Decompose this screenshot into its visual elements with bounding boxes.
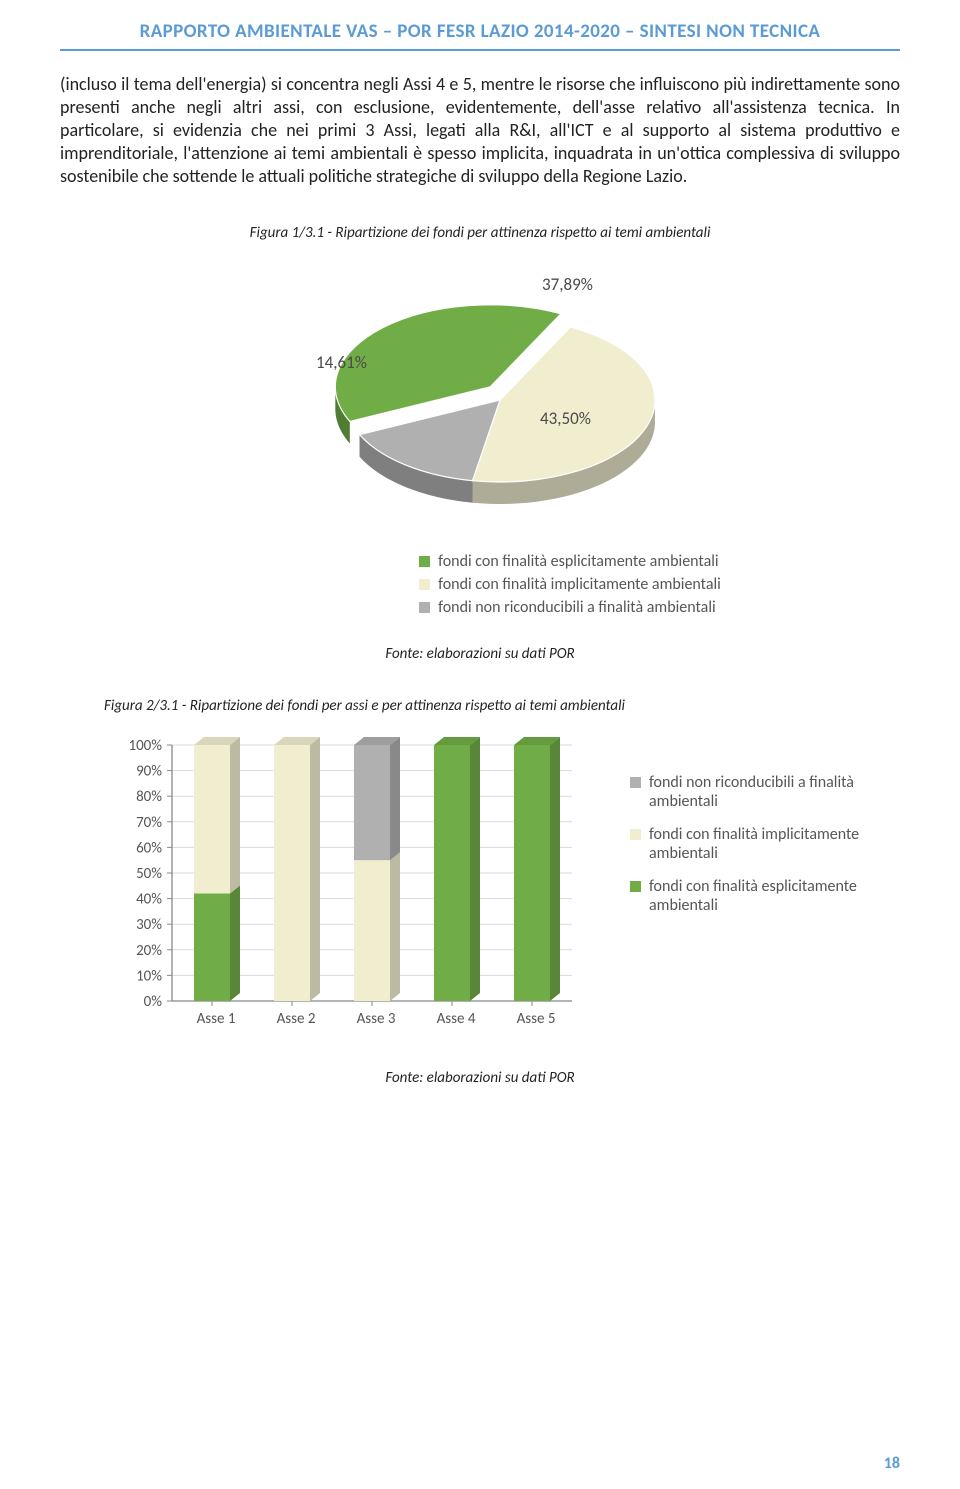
bar-svg: 0% 10% 20% 30% 40% 50% 60% 70% 80% 90% 100% Asse 1 A… [110, 733, 610, 1043]
bar-segment [274, 745, 310, 1001]
legend-item: fondi non riconducibili a finalità ambie… [630, 773, 860, 811]
legend-label: fondi con finalità esplicitamente ambien… [649, 877, 860, 915]
y-tick-label: 30% [136, 916, 162, 934]
bar-segment [434, 745, 470, 1001]
x-tick-label: Asse 3 [357, 1010, 396, 1028]
figure1-legend: fondi con finalità esplicitamente ambien… [239, 548, 721, 621]
bar-segment [194, 745, 230, 893]
y-tick-label: 80% [136, 788, 162, 806]
legend-swatch [419, 556, 430, 567]
figure2-caption: Figura 2/3.1 - Ripartizione dei fondi pe… [60, 697, 900, 715]
figure1-pie-chart: 37,89% 43,50% 14,61% fondi con finalità es… [60, 260, 900, 627]
y-tick-label: 0% [144, 993, 163, 1011]
figure1-caption: Figura 1/3.1 - Ripartizione dei fondi pe… [60, 224, 900, 242]
legend-item: fondi con finalità implicitamente ambien… [239, 575, 721, 594]
page-header: RAPPORTO AMBIENTALE VAS – POR FESR LAZIO… [60, 20, 900, 51]
y-tick-label: 90% [136, 763, 162, 781]
pie-slice-label: 37,89% [542, 274, 593, 295]
legend-item: fondi con finalità esplicitamente ambien… [630, 877, 860, 915]
pie-slice-label: 43,50% [540, 408, 591, 429]
legend-swatch [630, 777, 641, 788]
y-tick-label: 60% [136, 840, 162, 858]
legend-swatch [419, 579, 430, 590]
legend-item: fondi con finalità esplicitamente ambien… [239, 552, 721, 571]
body-paragraph: (incluso il tema dell'energia) si concen… [60, 73, 900, 188]
y-tick-label: 10% [136, 968, 162, 986]
y-tick-label: 50% [136, 865, 162, 883]
y-tick-label: 100% [128, 737, 162, 755]
legend-label: fondi non riconducibili a finalità ambie… [649, 773, 860, 811]
x-tick-label: Asse 1 [197, 1010, 236, 1028]
figure2-bar-chart: 0% 10% 20% 30% 40% 50% 60% 70% 80% 90% 100% Asse 1 A… [110, 733, 850, 1043]
bar-segment [194, 894, 230, 1002]
figure2-legend: fondi non riconducibili a finalità ambie… [630, 773, 860, 929]
bar-segment [354, 745, 390, 860]
legend-item: fondi non riconducibili a finalità ambie… [239, 598, 721, 617]
bar-segment [514, 745, 550, 1001]
legend-swatch [630, 881, 641, 892]
pie-slice-label: 14,61% [316, 352, 367, 373]
x-tick-label: Asse 2 [277, 1010, 316, 1028]
bar-segment [354, 860, 390, 1001]
x-tick-label: Asse 4 [437, 1010, 476, 1028]
legend-swatch [630, 829, 641, 840]
legend-swatch [419, 602, 430, 613]
pie-svg: 37,89% 43,50% 14,61% [220, 260, 740, 520]
legend-label: fondi con finalità implicitamente ambien… [649, 825, 860, 863]
page-number: 18 [884, 1454, 900, 1473]
figure1-source: Fonte: elaborazioni su dati POR [60, 645, 900, 663]
legend-item: fondi con finalità implicitamente ambien… [630, 825, 860, 863]
x-tick-label: Asse 5 [517, 1010, 556, 1028]
y-tick-label: 40% [136, 891, 162, 909]
legend-label: fondi non riconducibili a finalità ambie… [438, 598, 716, 617]
y-tick-label: 70% [136, 814, 162, 832]
y-tick-label: 20% [136, 942, 162, 960]
figure2-source: Fonte: elaborazioni su dati POR [60, 1069, 900, 1087]
legend-label: fondi con finalità implicitamente ambien… [438, 575, 721, 594]
legend-label: fondi con finalità esplicitamente ambien… [438, 552, 718, 571]
